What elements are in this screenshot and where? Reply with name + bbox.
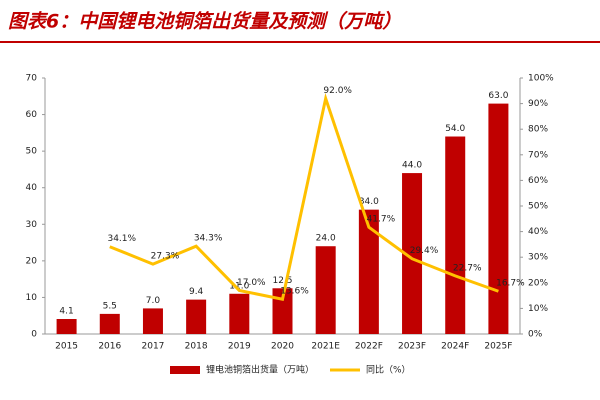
- bar-value-label: 5.5: [103, 301, 117, 311]
- x-tick-label: 2025F: [484, 342, 512, 352]
- legend-label: 锂电池铜箔出货量（万吨）: [206, 364, 314, 376]
- y2-tick-label: 60%: [528, 176, 548, 186]
- x-tick-label: 2018: [185, 342, 208, 352]
- bar: [445, 136, 466, 334]
- x-tick-label: 2020: [271, 342, 294, 352]
- line-value-label: 34.1%: [107, 234, 136, 244]
- y2-tick-label: 40%: [528, 227, 548, 237]
- line-value-label: 34.3%: [194, 234, 223, 244]
- x-tick-label: 2015: [55, 342, 78, 352]
- x-tick-label: 2024F: [441, 342, 469, 352]
- line-value-label: 22.7%: [453, 263, 482, 273]
- line-value-label: 92.0%: [323, 86, 352, 96]
- x-tick-label: 2022F: [355, 342, 383, 352]
- bar-value-label: 7.0: [146, 296, 161, 306]
- y2-tick-label: 20%: [528, 278, 548, 288]
- bar: [358, 209, 379, 334]
- y2-tick-label: 10%: [528, 304, 548, 314]
- bar-value-label: 11.0: [229, 281, 249, 291]
- x-tick-label: 2017: [142, 342, 165, 352]
- bar: [488, 103, 509, 334]
- y-tick-label: 40: [26, 183, 38, 193]
- y2-tick-label: 100%: [528, 74, 554, 84]
- line-value-label: 27.3%: [151, 252, 180, 262]
- bar-value-label: 54.0: [445, 124, 465, 134]
- y-tick-label: 50: [26, 147, 38, 157]
- y-tick-label: 30: [26, 220, 38, 230]
- line-value-label: 16.7%: [496, 279, 525, 289]
- y2-tick-label: 90%: [528, 99, 548, 109]
- bar: [272, 288, 293, 334]
- y-tick-label: 20: [26, 256, 38, 266]
- bar: [186, 299, 207, 334]
- y2-tick-label: 30%: [528, 253, 548, 263]
- line-value-label: 13.6%: [280, 287, 309, 297]
- legend-label: 同比（%）: [366, 364, 411, 376]
- x-tick-label: 2023F: [398, 342, 426, 352]
- y2-tick-label: 50%: [528, 202, 548, 212]
- bar: [315, 246, 336, 334]
- bar-value-label: 9.4: [189, 287, 204, 297]
- bar-value-label: 34.0: [359, 197, 379, 207]
- x-tick-label: 2019: [228, 342, 251, 352]
- y-tick-label: 70: [26, 74, 38, 84]
- bar-value-label: 63.0: [488, 91, 508, 101]
- y-tick-label: 60: [26, 110, 38, 120]
- x-tick-label: 2021E: [311, 342, 340, 352]
- line: [109, 92, 499, 301]
- bar: [402, 173, 423, 334]
- bar-value-label: 12.5: [272, 276, 292, 286]
- bar: [142, 308, 163, 334]
- x-tick-label: 2016: [98, 342, 121, 352]
- bar-value-label: 44.0: [402, 161, 422, 171]
- bar: [56, 319, 77, 334]
- y-tick-label: 10: [26, 293, 38, 303]
- line-value-label: 41.7%: [367, 215, 396, 225]
- y2-tick-label: 70%: [528, 150, 548, 160]
- line-value-label: 17.0%: [237, 278, 266, 288]
- legend-swatch: [170, 366, 200, 374]
- y-tick-label: 0: [31, 330, 37, 340]
- bar: [229, 293, 250, 334]
- line-value-label: 29.4%: [410, 246, 439, 256]
- y2-tick-label: 80%: [528, 125, 548, 135]
- chart-title: 图表6：中国锂电池铜箔出货量及预测（万吨）: [8, 11, 401, 33]
- bar-value-label: 24.0: [316, 234, 336, 244]
- bar: [99, 313, 120, 334]
- y2-tick-label: 0%: [528, 330, 543, 340]
- bar-value-label: 4.1: [59, 307, 73, 317]
